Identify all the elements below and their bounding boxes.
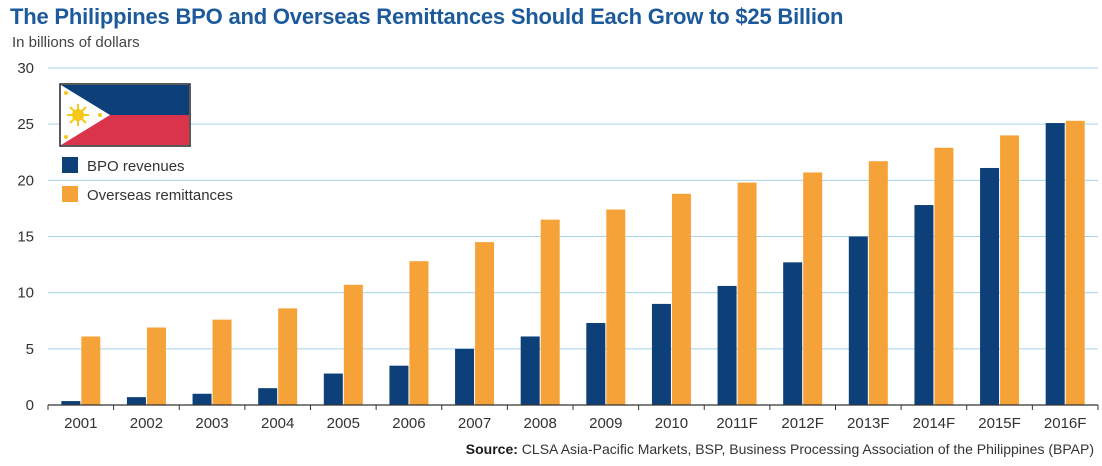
bar-bpo-revenues (586, 322, 606, 405)
x-tick-label: 2005 (327, 415, 360, 432)
bar-overseas-remittances (81, 336, 101, 405)
bar-bpo-revenues (651, 303, 671, 405)
bar-bpo-revenues (980, 167, 1000, 405)
bar-bpo-revenues (848, 236, 868, 405)
y-tick-labels: 0 5 10 15 20 25 30 (17, 60, 34, 414)
bar-overseas-remittances (868, 161, 888, 405)
y-tick-label: 0 (26, 397, 34, 414)
bar-overseas-remittances (540, 219, 560, 405)
bar-overseas-remittances (475, 242, 495, 405)
bars (61, 120, 1085, 406)
bar-bpo-revenues (389, 365, 409, 405)
x-tick-label: 2012F (781, 415, 824, 432)
x-axis (47, 404, 1099, 410)
bar-bpo-revenues (783, 262, 803, 405)
bar-bpo-revenues (1045, 123, 1065, 405)
bar-overseas-remittances (146, 327, 166, 405)
source-label: Source: (465, 441, 518, 457)
x-tick-label: 2009 (589, 415, 622, 432)
philippines-flag-icon (59, 83, 191, 147)
y-tick-label: 10 (17, 285, 34, 302)
bar-overseas-remittances (671, 193, 691, 405)
bar-overseas-remittances (803, 172, 823, 405)
bar-bpo-revenues (520, 336, 540, 405)
legend-label-bpo: BPO revenues (87, 158, 185, 175)
x-tick-label: 2007 (458, 415, 491, 432)
source-text: CLSA Asia-Pacific Markets, BSP, Business… (521, 441, 1094, 457)
x-tick-label: 2011F (716, 415, 757, 432)
bar-bpo-revenues (258, 388, 278, 405)
x-tick-label: 2004 (261, 415, 294, 432)
bar-bpo-revenues (717, 285, 737, 405)
bar-bpo-revenues (61, 401, 81, 405)
bar-overseas-remittances (1065, 120, 1085, 406)
chart-title: The Philippines BPO and Overseas Remitta… (10, 4, 844, 29)
y-tick-label: 20 (17, 172, 34, 189)
x-tick-label: 2013F (847, 415, 890, 432)
bar-overseas-remittances (212, 319, 232, 405)
y-tick-label: 5 (26, 341, 34, 358)
bar-overseas-remittances (409, 261, 429, 405)
x-tick-labels: 2001 2002 2003 2004 2005 2006 2007 2008 2009 2010… (64, 415, 1086, 432)
bar-overseas-remittances (934, 147, 954, 406)
y-tick-label: 25 (17, 116, 34, 133)
bar-overseas-remittances (343, 284, 363, 405)
x-tick-label: 2015F (978, 415, 1021, 432)
bar-bpo-revenues (914, 205, 934, 405)
legend-swatch-bpo (62, 157, 78, 173)
x-tick-label: 2016F (1044, 415, 1087, 432)
x-tick-label: 2001 (64, 415, 97, 432)
x-tick-label: 2008 (524, 415, 557, 432)
bar-bpo-revenues (126, 397, 146, 405)
legend-swatch-remittances (62, 186, 78, 202)
source-note: Source: CLSA Asia-Pacific Markets, BSP, … (466, 441, 1094, 457)
x-tick-label: 2014F (913, 415, 956, 432)
bar-bpo-revenues (455, 348, 475, 405)
y-tick-label: 30 (17, 60, 34, 77)
chart-subtitle: In billions of dollars (12, 34, 140, 51)
legend-label-remittances: Overseas remittances (87, 187, 233, 204)
bar-overseas-remittances (606, 209, 626, 405)
bar-overseas-remittances (278, 308, 298, 405)
x-tick-label: 2003 (195, 415, 228, 432)
legend: BPO revenues Overseas remittances (62, 157, 233, 204)
bar-overseas-remittances (1000, 135, 1020, 405)
y-tick-label: 15 (17, 229, 34, 246)
bar-overseas-remittances (737, 182, 757, 405)
x-tick-label: 2010 (655, 415, 688, 432)
bar-bpo-revenues (323, 373, 343, 405)
bar-bpo-revenues (192, 393, 212, 405)
x-tick-label: 2002 (130, 415, 163, 432)
x-tick-label: 2006 (392, 415, 425, 432)
